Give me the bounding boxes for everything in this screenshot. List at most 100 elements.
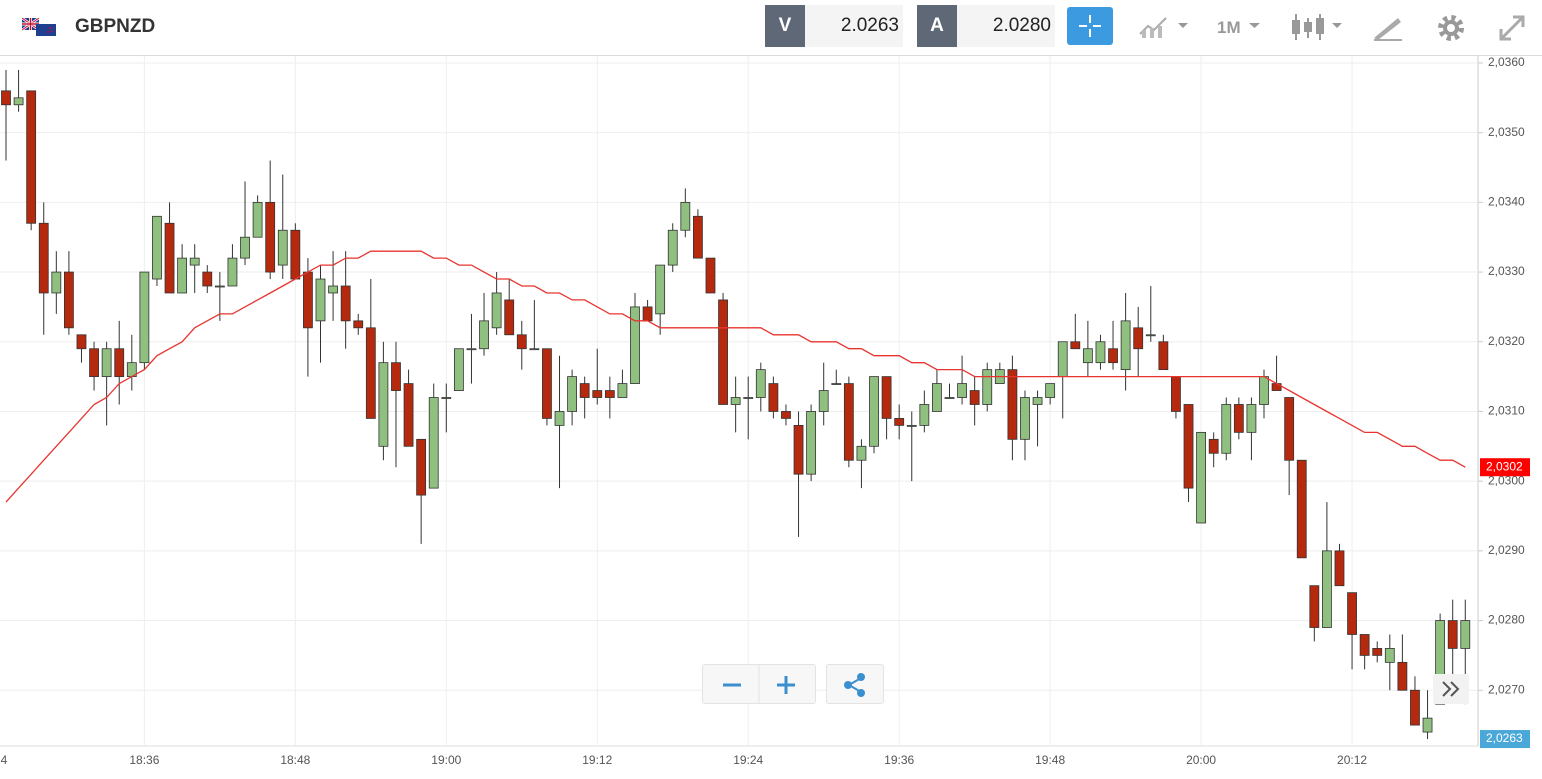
zoom-in[interactable] xyxy=(777,676,795,694)
share-button[interactable] xyxy=(826,664,884,704)
candle-body xyxy=(1384,648,1395,663)
candle-body xyxy=(604,390,615,398)
candle-body xyxy=(856,445,867,461)
x-tick-label: 19:24 xyxy=(733,753,763,767)
candle-body xyxy=(529,348,540,351)
candle-body xyxy=(315,278,326,322)
candle-body xyxy=(806,411,817,475)
candle-body xyxy=(781,411,791,419)
candle-body xyxy=(1447,620,1458,649)
candle-body xyxy=(504,299,515,336)
scroll-icon xyxy=(1442,681,1460,697)
candle-body xyxy=(1171,376,1181,412)
candle-body xyxy=(1133,327,1144,350)
crosshair-button[interactable] xyxy=(1067,7,1113,45)
candle-body xyxy=(642,306,653,322)
candle-body xyxy=(1347,592,1357,635)
candle-body xyxy=(227,257,238,287)
candle-body xyxy=(881,376,892,419)
candle-body xyxy=(957,383,967,398)
candle-body xyxy=(693,215,703,259)
candle-body xyxy=(101,348,112,378)
candle-body xyxy=(932,383,942,412)
ask-price[interactable]: 2.0280 xyxy=(957,5,1055,47)
zoom-controls xyxy=(702,664,816,704)
candle-body xyxy=(919,404,930,426)
candle-body xyxy=(13,97,24,106)
candle-body xyxy=(718,299,728,405)
candle-body xyxy=(680,201,691,231)
y-tick-label: 2,0290 xyxy=(1488,543,1525,557)
candle-body xyxy=(1322,550,1332,628)
candle-body xyxy=(265,201,276,273)
candle-body xyxy=(277,229,288,266)
y-tick-label: 2,0280 xyxy=(1488,613,1525,627)
candle-body xyxy=(1145,334,1156,337)
candle-body xyxy=(340,285,351,322)
scroll-end-button[interactable] xyxy=(1433,674,1469,704)
candle-body xyxy=(982,369,993,405)
candle-body xyxy=(303,271,313,329)
x-tick-label: 19:12 xyxy=(582,753,612,767)
candle-body xyxy=(1435,620,1446,705)
candle-body xyxy=(177,257,188,294)
x-tick-label: 19:36 xyxy=(884,753,914,767)
candle-body xyxy=(1082,348,1093,364)
share-icon xyxy=(844,673,865,697)
ma-price-tag xyxy=(1480,458,1530,477)
candle-body xyxy=(617,383,628,398)
settings-button[interactable] xyxy=(1436,13,1466,43)
fullscreen-button[interactable] xyxy=(1497,13,1527,43)
candle-body xyxy=(290,229,301,280)
ma-price-tag-label: 2,0302 xyxy=(1486,459,1523,473)
zoom-icons xyxy=(723,665,795,703)
candle-body xyxy=(1309,585,1320,628)
candle-body xyxy=(428,397,439,489)
candle-body xyxy=(1359,634,1370,656)
candle-body xyxy=(655,264,666,315)
candle-body xyxy=(705,257,716,294)
candle-body xyxy=(1233,404,1244,433)
candle-body xyxy=(1070,341,1081,350)
y-tick-label: 2,0320 xyxy=(1488,334,1525,348)
candle-body xyxy=(1057,341,1068,378)
candle-body xyxy=(843,383,854,461)
candle-body xyxy=(1334,550,1345,587)
candle-body xyxy=(214,285,225,288)
draw-button[interactable] xyxy=(1372,14,1404,42)
candle-body xyxy=(1120,320,1131,371)
candle-body xyxy=(252,201,263,238)
candle-body xyxy=(1020,397,1030,440)
last-price-tag xyxy=(1480,730,1530,749)
candle-body xyxy=(793,424,804,475)
candle-body xyxy=(818,390,829,412)
bid-price[interactable]: 2.0263 xyxy=(805,5,903,47)
candle-body xyxy=(114,348,125,378)
flag xyxy=(22,18,56,36)
interval-button[interactable]: 1M xyxy=(1217,18,1241,37)
candle-body xyxy=(869,376,879,447)
candle-body xyxy=(592,390,603,398)
candle-body xyxy=(1422,717,1433,733)
x-tick-label: 20:00 xyxy=(1186,753,1216,767)
candle-body xyxy=(365,327,376,419)
candle-body xyxy=(1007,369,1018,440)
x-tick-label: 24 xyxy=(0,753,8,767)
candle-body xyxy=(579,383,590,398)
indicator-button[interactable] xyxy=(1138,14,1192,40)
candle-body xyxy=(1259,376,1269,405)
candle-body xyxy=(378,362,389,447)
y-tick-label: 2,0340 xyxy=(1488,195,1525,209)
candle-body xyxy=(1,90,11,106)
candle-body xyxy=(944,397,955,399)
candle-body xyxy=(152,215,162,280)
chart-type-button[interactable] xyxy=(1290,12,1346,42)
candle-body xyxy=(743,397,754,399)
y-tick-label: 2,0330 xyxy=(1488,264,1525,278)
ask-label: A xyxy=(917,5,957,47)
candle-body xyxy=(202,271,213,287)
candle-body xyxy=(64,271,74,329)
candle-body xyxy=(1410,689,1420,726)
candle-body xyxy=(479,320,489,350)
candle-body xyxy=(1158,341,1169,371)
